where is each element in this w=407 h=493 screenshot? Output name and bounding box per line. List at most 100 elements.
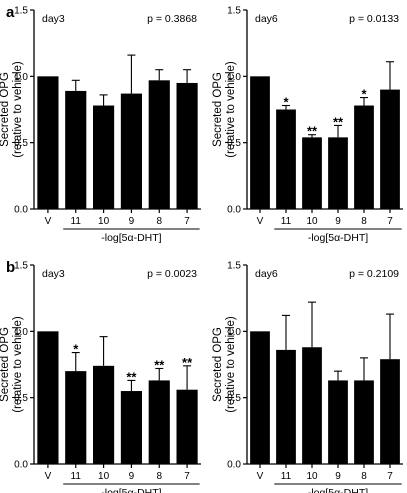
x-axis-label: -log[5α-DHT] [308, 232, 368, 244]
chart-b-day3: 0.0 0.5 1.0 1.5 Secreted OPG (relative to veh… [0, 261, 201, 493]
y-axis-sublabel: (relative to vehicle) [12, 61, 24, 158]
chart-a-day3: 0.0 0.5 1.0 1.5 Secreted OPG (relative to veh… [0, 6, 201, 244]
significance-marker: * [361, 87, 367, 102]
bar [276, 109, 296, 209]
x-tick-label: 9 [335, 471, 341, 482]
bar [120, 93, 142, 209]
bar [250, 76, 270, 209]
bar [250, 331, 270, 464]
chart-title: day6 [255, 13, 278, 25]
panel-label-a: a [6, 4, 15, 21]
y-tick-label: 1.5 [227, 6, 241, 17]
x-tick-label: 10 [306, 471, 318, 482]
x-tick-label: 8 [361, 216, 367, 227]
p-value: p = 0.0023 [147, 268, 197, 280]
bar [148, 80, 170, 210]
x-tick-label: 11 [71, 471, 82, 482]
y-axis-label: Secreted OPG [212, 327, 224, 402]
bar [328, 380, 348, 464]
significance-marker: ** [333, 114, 344, 129]
significance-marker: ** [307, 124, 318, 139]
bar [276, 349, 296, 464]
x-tick-label: V [45, 216, 52, 227]
x-tick-label: 9 [129, 216, 135, 227]
y-axis-label: Secreted OPG [0, 72, 11, 147]
x-tick-label: 10 [98, 471, 110, 482]
x-tick-label: 9 [335, 216, 341, 227]
bar [37, 76, 59, 209]
y-axis-label: Secreted OPG [212, 72, 224, 147]
y-tick-label: 1.0 [14, 327, 28, 338]
bar [93, 365, 115, 464]
x-tick-label: 8 [361, 471, 367, 482]
y-tick-label: 0.5 [14, 138, 28, 149]
y-axis-sublabel: (relative to vehicle) [12, 316, 24, 413]
x-tick-label: 11 [281, 216, 292, 227]
x-tick-label: V [257, 216, 264, 227]
y-tick-label: 1.5 [227, 261, 241, 272]
bar [148, 380, 170, 464]
y-tick-label: 1.0 [14, 72, 28, 83]
x-tick-label: 7 [387, 471, 393, 482]
y-tick-label: 0.0 [227, 460, 241, 471]
significance-marker: ** [126, 369, 137, 384]
bar [176, 82, 198, 209]
x-tick-label: 11 [281, 471, 292, 482]
y-tick-label: 0.5 [14, 393, 28, 404]
bar [65, 90, 87, 209]
x-tick-label: 7 [387, 216, 393, 227]
bar [93, 105, 115, 209]
y-axis-label: Secreted OPG [0, 327, 11, 402]
x-axis-label: -log[5α-DHT] [101, 232, 161, 244]
bar [380, 359, 400, 464]
y-axis-sublabel: (relative to vehicle) [225, 316, 237, 413]
y-tick-label: 0.0 [14, 460, 28, 471]
bar [354, 105, 374, 209]
p-value: p = 0.2109 [349, 268, 399, 280]
bar [176, 389, 198, 464]
chart-b-day6: 0.0 0.5 1.0 1.5 Secreted OPG (relative to veh… [212, 261, 403, 493]
significance-marker: * [283, 95, 289, 110]
y-tick-label: 1.0 [227, 327, 241, 338]
bar [37, 331, 59, 464]
chart-a-day6: 0.0 0.5 1.0 1.5 Secreted OPG (relative to veh… [212, 6, 403, 244]
panel-label-b: b [6, 259, 15, 276]
y-tick-label: 1.5 [14, 261, 28, 272]
y-tick-label: 0.0 [14, 205, 28, 216]
x-axis-label: -log[5α-DHT] [308, 487, 368, 493]
x-tick-label: 10 [306, 216, 318, 227]
chart-title: day3 [42, 13, 65, 25]
bar [120, 391, 142, 464]
y-axis-sublabel: (relative to vehicle) [225, 61, 237, 158]
y-tick-label: 1.0 [227, 72, 241, 83]
bar [328, 137, 348, 209]
x-tick-label: 10 [98, 216, 110, 227]
y-tick-label: 1.5 [14, 6, 28, 17]
y-tick-label: 0.5 [227, 138, 241, 149]
bar [65, 371, 87, 464]
x-tick-label: 11 [71, 216, 82, 227]
bar [380, 89, 400, 209]
x-tick-label: 7 [184, 471, 190, 482]
x-tick-label: 9 [129, 471, 135, 482]
p-value: p = 0.3868 [147, 13, 197, 25]
bar [302, 347, 322, 464]
significance-marker: * [73, 342, 79, 357]
x-tick-label: V [257, 471, 264, 482]
p-value: p = 0.0133 [349, 13, 399, 25]
y-tick-label: 0.0 [227, 205, 241, 216]
chart-title: day3 [42, 268, 65, 280]
significance-marker: ** [182, 355, 193, 370]
x-tick-label: 8 [156, 216, 162, 227]
x-tick-label: 8 [156, 471, 162, 482]
significance-marker: ** [154, 357, 165, 372]
chart-title: day6 [255, 268, 278, 280]
bar [302, 137, 322, 209]
x-tick-label: V [45, 471, 52, 482]
y-tick-label: 0.5 [227, 393, 241, 404]
bar [354, 380, 374, 464]
x-axis-label: -log[5α-DHT] [101, 487, 161, 493]
x-tick-label: 7 [184, 216, 190, 227]
